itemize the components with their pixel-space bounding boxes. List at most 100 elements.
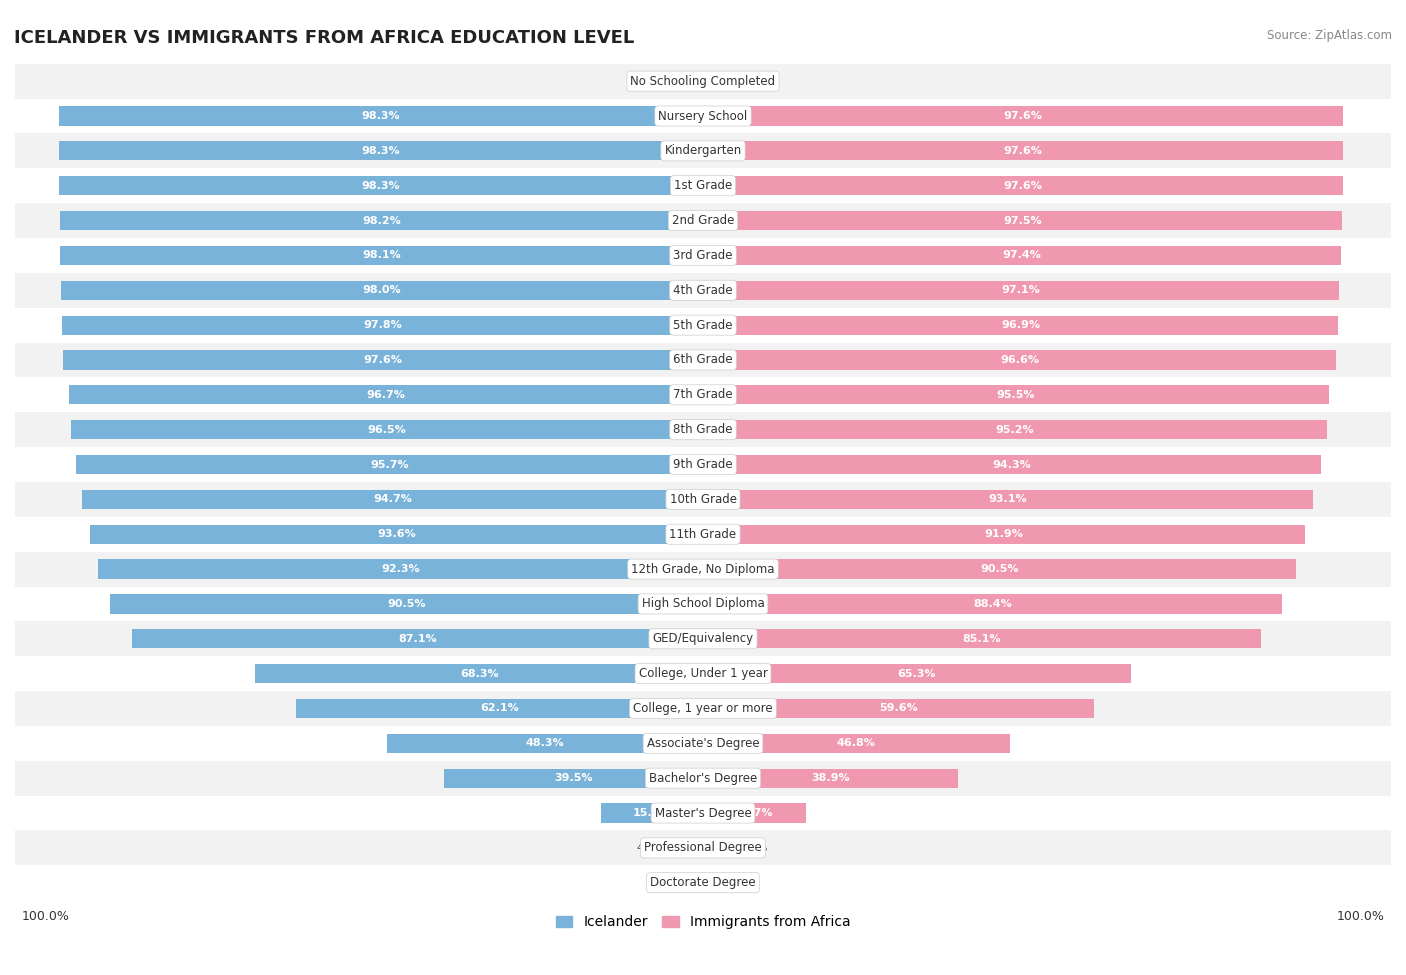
Text: 12th Grade, No Diploma: 12th Grade, No Diploma [631,563,775,575]
Bar [63,350,703,370]
Text: 90.5%: 90.5% [980,565,1019,574]
Bar [692,71,703,91]
Bar [15,238,1391,273]
Bar [703,281,1340,300]
Text: GED/Equivalency: GED/Equivalency [652,632,754,645]
Text: Doctorate Degree: Doctorate Degree [650,877,756,889]
Bar [703,455,1320,474]
Bar [703,176,1343,195]
Bar [62,316,703,334]
Text: 15.5%: 15.5% [633,808,672,818]
Bar [703,420,1327,440]
Bar [703,664,1130,683]
Bar [15,587,1391,621]
Bar [90,525,703,544]
Text: 100.0%: 100.0% [21,910,69,922]
Text: 6th Grade: 6th Grade [673,354,733,367]
Bar [59,176,703,195]
Bar [256,664,703,683]
Text: 38.9%: 38.9% [811,773,849,783]
Bar [15,169,1391,203]
Text: 95.2%: 95.2% [995,425,1035,435]
Text: 88.4%: 88.4% [973,599,1012,609]
Bar [83,489,703,509]
Text: 8th Grade: 8th Grade [673,423,733,436]
Bar [15,517,1391,552]
Text: 91.9%: 91.9% [984,529,1024,539]
Bar [703,525,1305,544]
Bar [387,734,703,753]
Text: 46.8%: 46.8% [837,738,876,749]
Text: 4th Grade: 4th Grade [673,284,733,296]
Bar [602,803,703,823]
Bar [689,874,703,892]
Text: 2nd Grade: 2nd Grade [672,214,734,227]
Text: Associate's Degree: Associate's Degree [647,737,759,750]
Bar [15,796,1391,831]
Text: High School Diploma: High School Diploma [641,598,765,610]
Text: 97.6%: 97.6% [1004,180,1042,191]
Text: 94.7%: 94.7% [374,494,412,504]
Bar [60,281,703,300]
Bar [98,560,703,579]
Text: No Schooling Completed: No Schooling Completed [630,75,776,88]
Text: 97.6%: 97.6% [364,355,402,365]
Bar [703,385,1329,405]
Bar [15,98,1391,134]
Text: 1.7%: 1.7% [657,76,685,86]
Text: 10th Grade: 10th Grade [669,493,737,506]
Text: Kindergarten: Kindergarten [665,144,741,157]
Bar [15,656,1391,691]
Text: 4.8%: 4.8% [637,842,665,853]
Text: 97.6%: 97.6% [1004,111,1042,121]
Bar [15,760,1391,796]
Bar [60,246,703,265]
Bar [15,308,1391,342]
Bar [15,412,1391,448]
Text: College, 1 year or more: College, 1 year or more [633,702,773,715]
Text: 98.3%: 98.3% [361,180,401,191]
Text: 2.4%: 2.4% [725,76,754,86]
Bar [110,595,703,613]
Text: 4.6%: 4.6% [740,842,768,853]
Text: 65.3%: 65.3% [897,669,936,679]
Bar [703,316,1339,334]
Text: 68.3%: 68.3% [460,669,499,679]
Bar [703,489,1313,509]
Text: 11th Grade: 11th Grade [669,527,737,541]
Text: College, Under 1 year: College, Under 1 year [638,667,768,681]
Bar [444,768,703,788]
Text: 98.3%: 98.3% [361,146,401,156]
Text: 59.6%: 59.6% [879,704,918,714]
Text: 98.2%: 98.2% [361,215,401,225]
Bar [703,803,806,823]
Bar [15,552,1391,587]
Bar [69,385,703,405]
Bar [703,629,1261,648]
Legend: Icelander, Immigrants from Africa: Icelander, Immigrants from Africa [550,910,856,935]
Text: 93.6%: 93.6% [377,529,416,539]
Bar [703,560,1296,579]
Text: ICELANDER VS IMMIGRANTS FROM AFRICA EDUCATION LEVEL: ICELANDER VS IMMIGRANTS FROM AFRICA EDUC… [14,29,634,47]
Text: 96.6%: 96.6% [1000,355,1039,365]
Bar [15,831,1391,865]
Bar [15,621,1391,656]
Bar [59,106,703,126]
Text: 96.9%: 96.9% [1001,320,1040,331]
Bar [15,134,1391,169]
Bar [15,448,1391,482]
Bar [703,768,957,788]
Bar [297,699,703,718]
Text: 9th Grade: 9th Grade [673,458,733,471]
Text: 87.1%: 87.1% [398,634,437,644]
Bar [70,420,703,440]
Bar [15,726,1391,760]
Text: 96.7%: 96.7% [367,390,405,400]
Bar [703,350,1336,370]
Text: 92.3%: 92.3% [381,565,420,574]
Text: 62.1%: 62.1% [481,704,519,714]
Bar [15,377,1391,412]
Bar [703,211,1341,230]
Text: Source: ZipAtlas.com: Source: ZipAtlas.com [1267,29,1392,42]
Text: 98.3%: 98.3% [361,111,401,121]
